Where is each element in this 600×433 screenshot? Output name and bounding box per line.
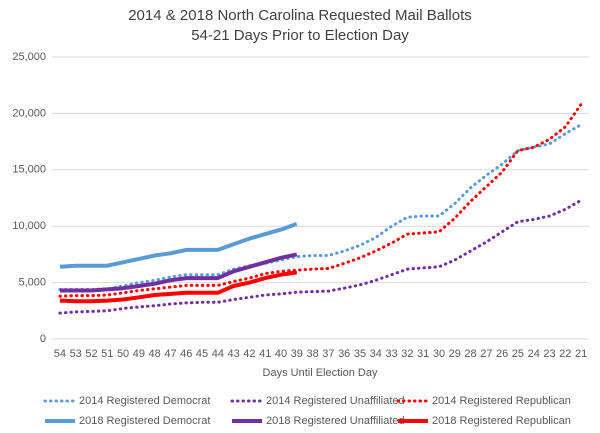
x-tick-label: 41 bbox=[259, 348, 271, 360]
legend-label: 2014 Registered Republican bbox=[432, 395, 571, 407]
y-tick-label: 25,000 bbox=[12, 51, 46, 63]
x-tick-label: 54 bbox=[54, 348, 66, 360]
x-tick-label: 38 bbox=[306, 348, 318, 360]
legend-label: 2014 Registered Unaffiliated bbox=[266, 395, 405, 407]
series-line bbox=[58, 123, 583, 291]
x-tick-label: 30 bbox=[433, 348, 445, 360]
x-tick-label: 32 bbox=[401, 348, 413, 360]
x-tick-label: 26 bbox=[496, 348, 508, 360]
x-tick-label: 48 bbox=[149, 348, 161, 360]
x-tick-label: 43 bbox=[228, 348, 240, 360]
x-tick-label: 23 bbox=[543, 348, 555, 360]
x-tick-label: 51 bbox=[101, 348, 113, 360]
series-line bbox=[59, 252, 298, 293]
x-tick-label: 27 bbox=[480, 348, 492, 360]
series-line bbox=[59, 270, 298, 304]
x-tick-label: 50 bbox=[117, 348, 129, 360]
legend-label: 2014 Registered Democrat bbox=[79, 395, 210, 407]
y-tick-label: 15,000 bbox=[12, 164, 46, 176]
x-tick-label: 39 bbox=[291, 348, 303, 360]
legend-label: 2018 Registered Republican bbox=[432, 415, 571, 427]
series-line bbox=[59, 222, 298, 269]
legend-label: 2018 Registered Democrat bbox=[79, 415, 210, 427]
x-tick-label: 22 bbox=[559, 348, 571, 360]
y-tick-label: 20,000 bbox=[12, 107, 46, 119]
x-tick-label: 40 bbox=[275, 348, 287, 360]
x-tick-label: 33 bbox=[385, 348, 397, 360]
x-tick-label: 29 bbox=[449, 348, 461, 360]
x-tick-label: 44 bbox=[212, 348, 224, 360]
x-tick-label: 53 bbox=[70, 348, 82, 360]
x-tick-label: 34 bbox=[370, 348, 382, 360]
x-tick-label: 45 bbox=[196, 348, 208, 360]
x-tick-label: 42 bbox=[243, 348, 255, 360]
x-tick-label: 24 bbox=[528, 348, 540, 360]
y-tick-label: 0 bbox=[40, 333, 46, 345]
x-tick-label: 46 bbox=[180, 348, 192, 360]
x-tick-label: 35 bbox=[354, 348, 366, 360]
chart-title: 2014 & 2018 North Carolina Requested Mai… bbox=[128, 7, 472, 24]
x-tick-label: 37 bbox=[322, 348, 334, 360]
chart-subtitle: 54-21 Days Prior to Election Day bbox=[191, 27, 409, 44]
y-tick-label: 5,000 bbox=[18, 277, 46, 289]
series-line bbox=[58, 198, 583, 315]
legend-label: 2018 Registered Unaffiliated bbox=[266, 415, 405, 427]
y-tick-label: 10,000 bbox=[12, 220, 46, 232]
series-line bbox=[58, 102, 583, 298]
x-tick-label: 36 bbox=[338, 348, 350, 360]
x-tick-label: 28 bbox=[464, 348, 476, 360]
x-tick-label: 31 bbox=[417, 348, 429, 360]
x-tick-label: 21 bbox=[575, 348, 587, 360]
x-tick-label: 49 bbox=[133, 348, 145, 360]
x-tick-label: 47 bbox=[164, 348, 176, 360]
x-axis-label: Days Until Election Day bbox=[263, 367, 378, 379]
x-tick-label: 52 bbox=[85, 348, 97, 360]
x-tick-label: 25 bbox=[512, 348, 524, 360]
